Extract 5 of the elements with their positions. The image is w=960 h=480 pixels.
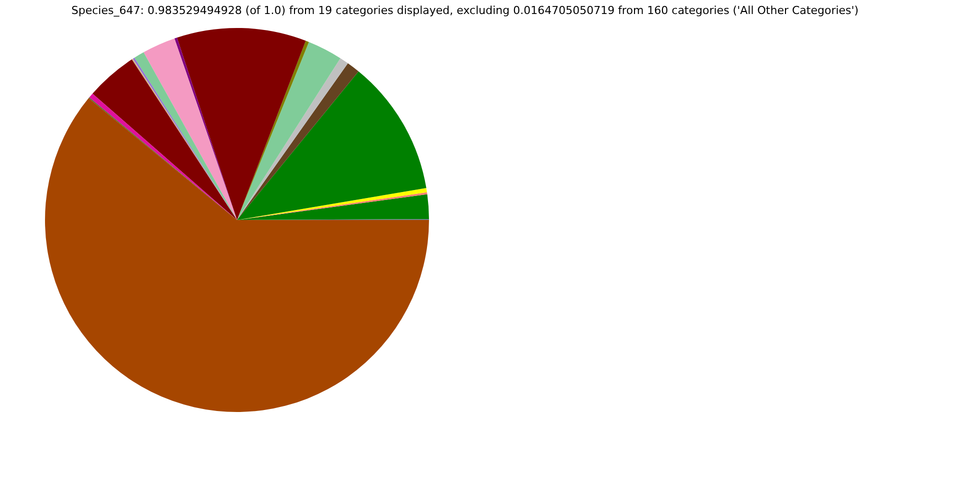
text: Species_647: 0.983529494928 (of 1.0) from 19 categories displayed, excluding 0.0164705050719 from 160 categories ('All Other Categories')	[71, 4, 859, 17]
pie-slice	[237, 71, 426, 220]
pie-slice	[144, 38, 237, 220]
pie-slice	[237, 40, 309, 220]
pie-slice	[45, 98, 429, 412]
